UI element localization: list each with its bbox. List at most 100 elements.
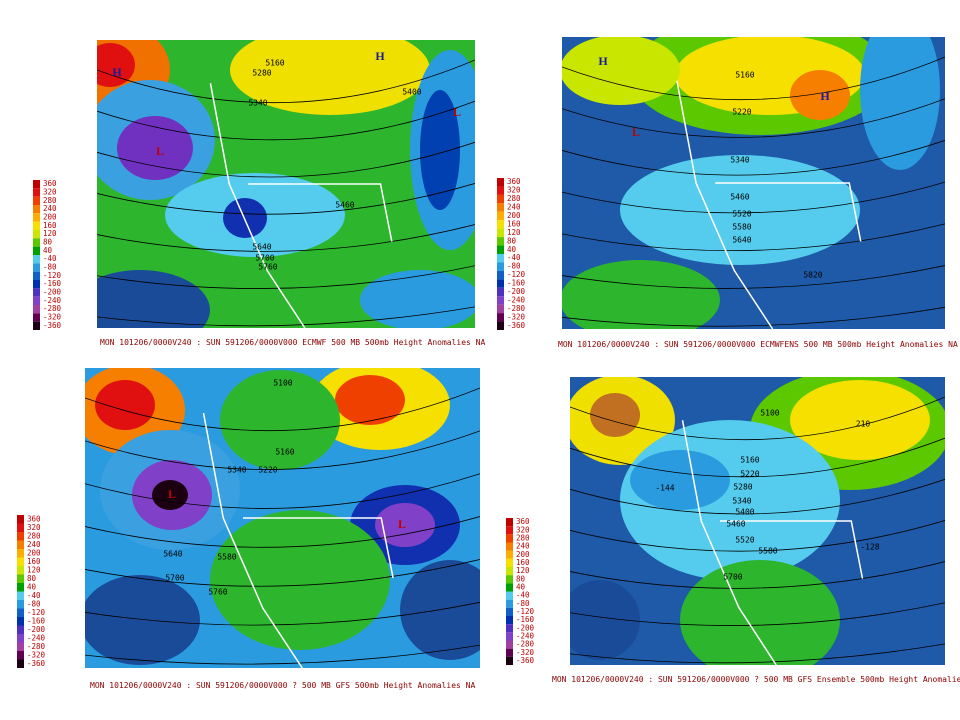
height-contour — [562, 98, 945, 138]
colorbar-label: 240 — [27, 540, 41, 549]
contour-label: 5640 — [732, 236, 751, 245]
colorbar-swatch — [497, 296, 504, 305]
height-contour — [97, 183, 475, 215]
colorbar-swatch — [17, 642, 24, 651]
anomaly-area — [335, 375, 405, 425]
height-contour — [562, 265, 945, 289]
colorbar-label: -280 — [507, 304, 526, 313]
colorbar-label: 200 — [507, 211, 521, 220]
height-contour — [562, 140, 945, 176]
height-contour — [85, 516, 480, 548]
colorbar-label: -240 — [516, 631, 535, 640]
colorbar-swatch — [497, 313, 504, 322]
height-contour — [97, 306, 475, 327]
pressure-center: L — [156, 144, 164, 158]
colorbar-swatch — [33, 180, 40, 189]
colorbar-label: -200 — [43, 288, 62, 297]
height-contour — [562, 223, 945, 252]
colorbar-swatch — [506, 558, 513, 567]
colorbar-swatch — [33, 213, 40, 222]
colorbar-label: 280 — [27, 531, 41, 540]
colorbar-swatch — [506, 575, 513, 584]
colorbar-label: 120 — [43, 229, 57, 238]
colorbar-swatch — [506, 583, 513, 592]
coastline — [209, 83, 393, 328]
colorbar-swatch — [17, 651, 24, 660]
contour-label: 5400 — [735, 508, 754, 517]
colorbar-swatch — [506, 656, 513, 665]
colorbar-label: 200 — [516, 550, 530, 559]
colorbar-swatch — [506, 567, 513, 576]
colorbar-label: 360 — [507, 177, 521, 186]
colorbar-swatch — [497, 203, 504, 212]
colorbar-swatch — [506, 616, 513, 625]
colorbar-label: -40 — [27, 591, 41, 600]
anomaly-area — [97, 43, 135, 87]
caption: MON 101206/0000V240 : SUN 591206/0000V00… — [552, 675, 960, 684]
colorbar-swatch — [17, 574, 24, 583]
colorbar-swatch — [17, 625, 24, 634]
caption: MON 101206/0000V240 : SUN 591206/0000V00… — [558, 340, 958, 349]
colorbar-label: -360 — [43, 321, 62, 330]
colorbar-swatch — [497, 220, 504, 229]
contour-label: 5460 — [726, 520, 745, 529]
colorbar-swatch — [17, 557, 24, 566]
colorbar-label: 160 — [516, 558, 530, 567]
contour-label: 5640 — [252, 243, 271, 252]
colorbar-swatch — [33, 280, 40, 289]
colorbar-swatch — [506, 591, 513, 600]
colorbar-label: -80 — [43, 263, 57, 272]
colorbar-swatch — [497, 211, 504, 221]
colorbar-label: 360 — [27, 514, 41, 523]
anomaly-area — [85, 575, 200, 665]
colorbar-label: -240 — [43, 296, 62, 305]
contour-label: 5460 — [730, 193, 749, 202]
colorbar-label: 240 — [516, 542, 530, 551]
colorbar-label: -40 — [507, 253, 521, 262]
colorbar-label: 120 — [27, 565, 41, 574]
colorbar-label: 120 — [507, 228, 521, 237]
colorbar-swatch — [17, 549, 24, 558]
colorbar-label: 200 — [43, 213, 57, 222]
colorbar-swatch — [17, 566, 24, 575]
pressure-center: L — [453, 105, 461, 119]
colorbar-label: 80 — [516, 574, 526, 583]
contour-label: 5460 — [335, 201, 354, 210]
colorbar-swatch — [33, 288, 40, 297]
colorbar-label: -80 — [27, 599, 41, 608]
height-contour — [570, 396, 945, 441]
colorbar-swatch — [506, 624, 513, 633]
contour-label: 5700 — [165, 574, 184, 583]
colorbar-label: 200 — [27, 548, 41, 557]
colorbar-label: 40 — [507, 245, 517, 254]
colorbar-swatch — [497, 237, 504, 246]
caption: MON 101206/0000V240 : SUN 591206/0000V00… — [90, 681, 475, 690]
map-panel: 5160 5220 5340 5460 5520 5580 5640 5820 H H L 36032… — [497, 37, 958, 349]
contour-label: 5280 — [733, 483, 752, 492]
colorbar-label: 360 — [43, 179, 57, 188]
colorbar-label: -240 — [507, 295, 526, 304]
colorbar-label: -200 — [27, 625, 46, 634]
colorbar-swatch — [17, 659, 24, 668]
colorbar-swatch — [506, 550, 513, 559]
colorbar-label: -320 — [27, 650, 46, 659]
pressure-center: H — [820, 89, 830, 103]
map: 5100 5160 5220 5280 5340 5400 5460 5520 5580 5700… — [570, 377, 945, 665]
height-contour — [570, 643, 945, 664]
colorbar-swatch — [17, 591, 24, 600]
anomaly-area — [420, 90, 460, 210]
contour-label: 5280 — [252, 69, 271, 78]
height-contour — [562, 56, 945, 101]
colorbar-swatch — [497, 245, 504, 254]
colorbar-label: -120 — [27, 608, 46, 617]
height-contour — [85, 387, 480, 432]
height-contour — [85, 430, 480, 470]
colorbar-swatch — [33, 196, 40, 205]
colorbar-label: -120 — [43, 271, 62, 280]
colorbar-label: -360 — [516, 656, 535, 665]
colorbar-label: 40 — [43, 246, 53, 255]
colorbar-swatch — [17, 515, 24, 524]
pressure-center: L — [632, 125, 640, 139]
